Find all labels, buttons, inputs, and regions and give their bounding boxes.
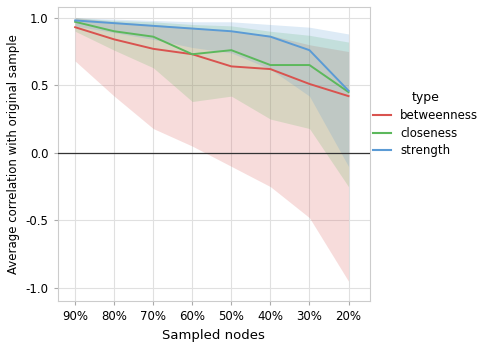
Y-axis label: Average correlation with original sample: Average correlation with original sample (7, 34, 20, 274)
Legend: betweenness, closeness, strength: betweenness, closeness, strength (368, 87, 483, 162)
X-axis label: Sampled nodes: Sampled nodes (162, 329, 265, 342)
